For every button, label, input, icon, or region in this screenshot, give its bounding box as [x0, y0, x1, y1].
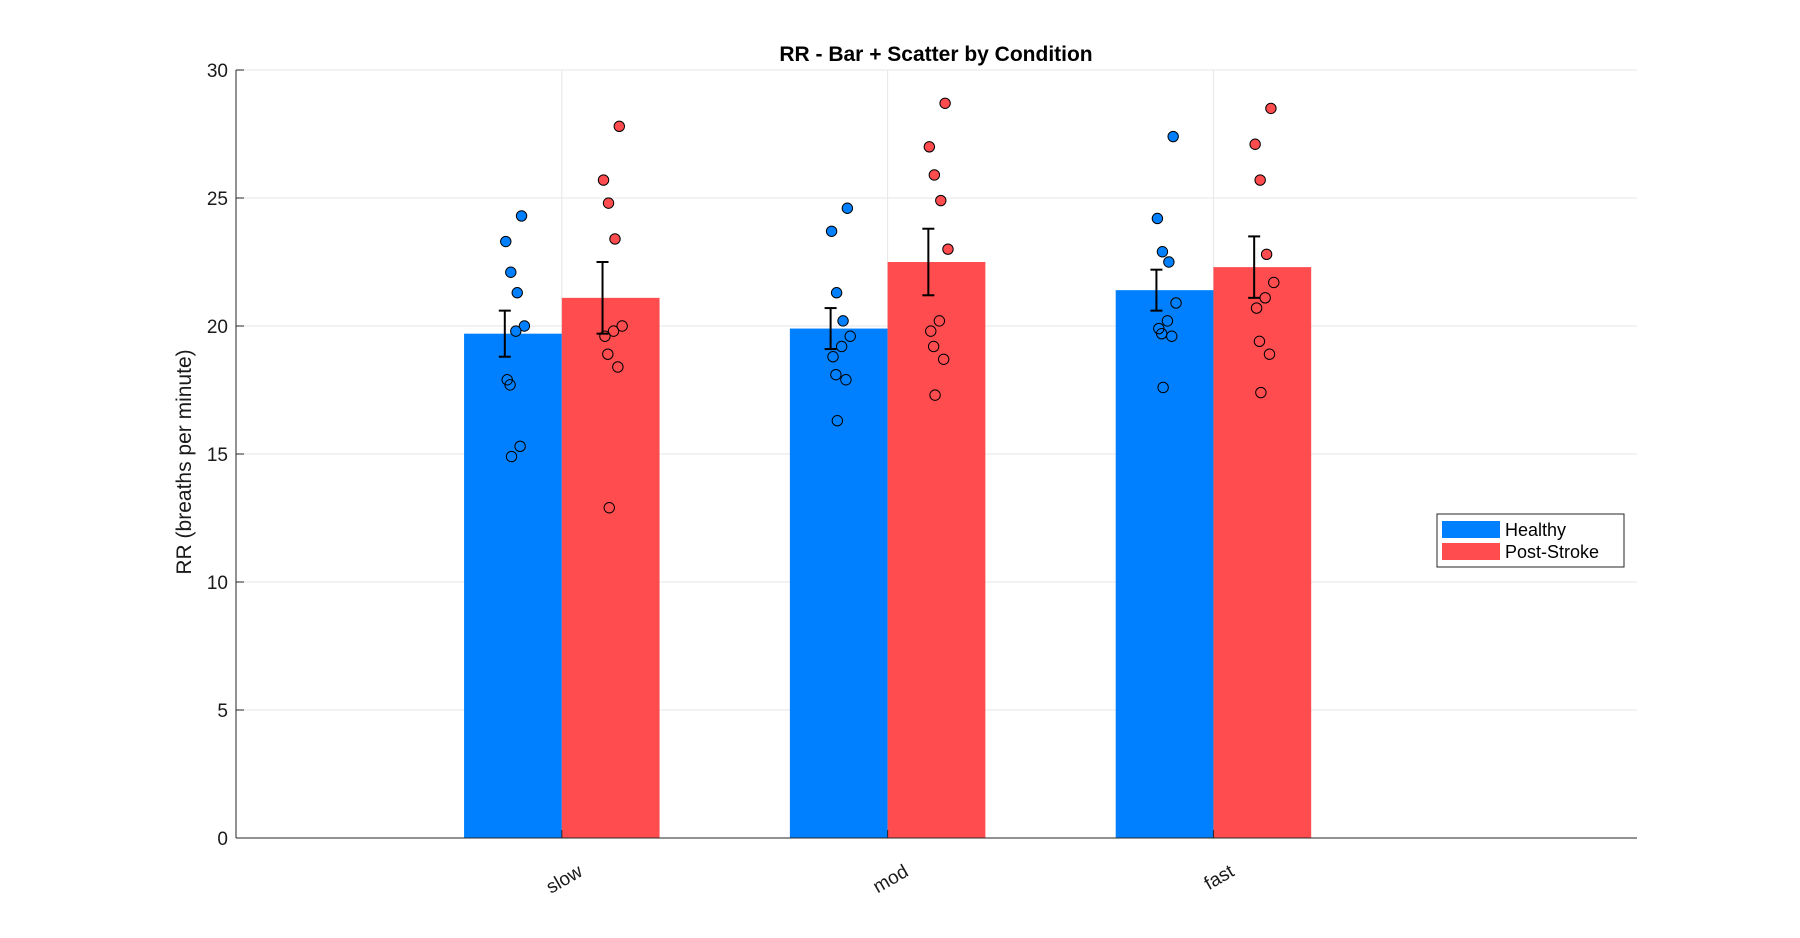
- point-healthy: [505, 266, 517, 278]
- point-post-stroke: [1255, 386, 1267, 399]
- y-tick-label: 20: [207, 317, 228, 338]
- point-post-stroke: [1250, 302, 1263, 314]
- point-healthy: [830, 287, 843, 299]
- point-healthy: [505, 450, 518, 463]
- point-post-stroke: [939, 97, 951, 109]
- x-tick-label-slow: slow: [543, 861, 587, 898]
- point-post-stroke: [1253, 335, 1266, 348]
- point-post-stroke: [928, 169, 941, 181]
- point-post-stroke: [616, 320, 628, 332]
- point-post-stroke: [933, 315, 946, 327]
- bar-healthy-fast: [1115, 290, 1214, 838]
- point-healthy: [835, 340, 848, 353]
- point-healthy: [841, 202, 854, 214]
- point-post-stroke: [612, 361, 624, 373]
- x-tick-label-fast: fast: [1201, 861, 1239, 895]
- point-post-stroke: [1249, 138, 1261, 150]
- point-healthy: [515, 210, 528, 222]
- y-tick-label: 10: [207, 573, 228, 594]
- point-post-stroke: [942, 243, 954, 255]
- error-bar-healthy-mod: [824, 307, 837, 351]
- point-post-stroke: [923, 141, 936, 153]
- legend-swatch-post-stroke: [1442, 543, 1500, 560]
- point-healthy: [837, 315, 849, 327]
- bar-post-stroke-slow: [561, 297, 660, 839]
- point-healthy: [830, 368, 842, 381]
- point-healthy: [827, 351, 839, 363]
- y-tick-label: 25: [207, 189, 228, 210]
- point-healthy: [511, 287, 523, 299]
- error-bar-post-stroke-mod: [922, 227, 935, 297]
- point-healthy: [504, 379, 516, 391]
- point-healthy: [1163, 256, 1175, 268]
- legend-label-healthy: Healthy: [1505, 520, 1566, 540]
- point-post-stroke: [1254, 174, 1266, 186]
- bars: [464, 262, 1312, 839]
- point-healthy: [825, 225, 838, 237]
- y-tick-label: 30: [207, 61, 228, 82]
- bar-healthy-slow: [464, 333, 562, 838]
- point-healthy: [1166, 330, 1178, 342]
- point-healthy: [1161, 315, 1174, 327]
- legend-label-post-stroke: Post-Stroke: [1505, 542, 1599, 562]
- point-healthy: [831, 415, 844, 427]
- point-post-stroke: [602, 197, 615, 209]
- bar-post-stroke-mod: [887, 262, 986, 838]
- bar-healthy-mod: [789, 328, 888, 838]
- error-bar-healthy-fast: [1150, 268, 1163, 312]
- point-post-stroke: [929, 389, 941, 401]
- point-healthy: [518, 320, 531, 332]
- point-healthy: [1156, 246, 1169, 258]
- point-healthy: [1167, 130, 1179, 143]
- point-post-stroke: [1260, 248, 1273, 261]
- point-healthy: [1151, 212, 1164, 225]
- error-bar-post-stroke-fast: [1248, 235, 1261, 299]
- plot-area: 0 5 10 15 20 25 30 slow mod fast: [207, 61, 1637, 898]
- point-post-stroke: [935, 194, 947, 207]
- scatter-points: [500, 97, 1280, 514]
- error-bar-post-stroke-slow: [596, 261, 609, 335]
- point-post-stroke: [599, 330, 611, 342]
- point-healthy: [844, 330, 856, 342]
- y-tick-label: 0: [217, 829, 228, 850]
- point-healthy: [1170, 297, 1182, 309]
- legend-swatch-healthy: [1442, 521, 1500, 538]
- error-bar-healthy-slow: [498, 309, 511, 358]
- point-healthy: [840, 374, 852, 386]
- point-post-stroke: [1263, 348, 1276, 360]
- point-healthy: [1157, 381, 1169, 394]
- point-post-stroke: [607, 325, 620, 337]
- point-post-stroke: [603, 502, 615, 514]
- point-healthy: [514, 440, 526, 453]
- point-post-stroke: [925, 325, 937, 337]
- point-healthy: [510, 325, 522, 337]
- point-post-stroke: [613, 120, 625, 133]
- error-bars: [498, 227, 1261, 358]
- y-axis-label: RR (breaths per minute): [173, 349, 196, 574]
- x-tick-label-mod: mod: [870, 861, 913, 898]
- point-post-stroke: [602, 348, 614, 360]
- bar-post-stroke-fast: [1213, 267, 1312, 838]
- point-post-stroke: [927, 340, 940, 353]
- legend: Healthy Post-Stroke: [1436, 513, 1625, 568]
- y-tick-label: 5: [217, 701, 228, 722]
- y-tick-label: 15: [207, 445, 228, 466]
- point-post-stroke: [937, 353, 950, 365]
- point-post-stroke: [1268, 276, 1280, 289]
- chart-title: RR - Bar + Scatter by Condition: [779, 43, 1092, 66]
- point-post-stroke: [1265, 102, 1277, 115]
- point-post-stroke: [609, 233, 621, 245]
- point-post-stroke: [597, 174, 610, 186]
- point-healthy: [500, 235, 512, 248]
